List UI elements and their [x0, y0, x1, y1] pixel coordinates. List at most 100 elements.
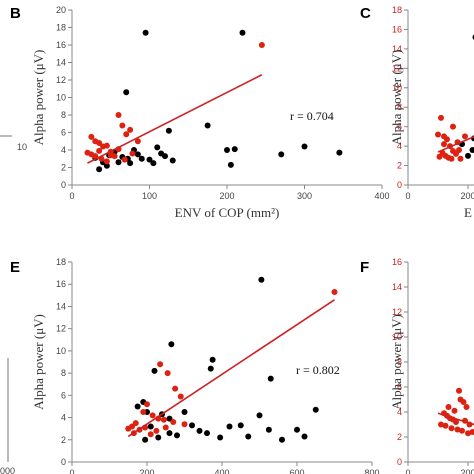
data-point-red [438, 421, 444, 428]
data-point-black [207, 365, 214, 372]
y-tick-label: 2 [397, 432, 402, 442]
data-point-red [127, 126, 134, 133]
data-point-black [189, 422, 195, 429]
data-point-red [123, 131, 130, 138]
data-point-black [204, 430, 210, 437]
x-tick-label: 0 [405, 191, 410, 201]
data-point-red [457, 155, 464, 162]
y-tick-label: 0 [61, 457, 66, 467]
data-point-black [237, 422, 244, 429]
data-point-red [147, 431, 154, 438]
y-tick-label: 16 [392, 257, 402, 267]
data-point-black [134, 151, 141, 158]
y-tick-label: 6 [397, 122, 402, 132]
data-point-red [125, 425, 132, 432]
y-tick-label: 4 [61, 413, 66, 423]
y-tick-label: 8 [397, 357, 402, 367]
data-point-red [162, 424, 169, 431]
data-point-black [301, 143, 308, 150]
data-point-black [312, 406, 319, 413]
y-tick-label: 12 [56, 75, 66, 85]
data-point-red [181, 421, 188, 428]
data-point-red [454, 426, 461, 433]
y-tick-label: 6 [61, 390, 66, 400]
cropped-left-panel-top: 10 [0, 135, 27, 152]
y-tick-label: 18 [56, 257, 66, 267]
data-point-black [174, 432, 180, 439]
data-point-red [459, 427, 465, 434]
data-point-red [119, 122, 126, 129]
data-point-black [231, 146, 238, 153]
y-tick-label: 4 [397, 141, 402, 151]
data-point-black [294, 426, 300, 433]
data-point-red [445, 404, 452, 410]
y-tick-label: 16 [56, 279, 66, 289]
data-point-black [150, 160, 157, 167]
data-point-black [336, 149, 343, 156]
data-point-black [265, 426, 272, 433]
data-point-black [151, 367, 158, 374]
data-point-black [217, 434, 224, 441]
regression-line [437, 135, 474, 153]
data-point-black [96, 166, 103, 173]
panel-letter: E [10, 259, 20, 276]
data-point-red [460, 399, 467, 405]
data-point-black [278, 151, 285, 158]
data-point-red [436, 153, 443, 160]
plot-area [435, 34, 474, 162]
x-axis-label: E [464, 205, 472, 220]
data-point-black [204, 122, 211, 129]
data-point-red [129, 150, 136, 157]
regression-line [87, 74, 263, 164]
y-tick-label: 0 [61, 180, 66, 190]
x-tick-label: 600 [289, 468, 304, 474]
y-tick-label: 18 [56, 23, 66, 33]
y-tick-label: 14 [392, 282, 402, 292]
x-tick-label: 200 [219, 191, 234, 201]
data-point-red [456, 387, 462, 394]
data-point-red [157, 361, 164, 368]
y-tick-label: 10 [56, 346, 66, 356]
data-point-red [140, 409, 147, 415]
x-tick-label: 200 [460, 468, 474, 474]
data-point-red [463, 404, 470, 410]
data-point-red [438, 114, 444, 121]
y-tick-label: 4 [397, 407, 402, 417]
data-point-black [162, 153, 168, 160]
regression-line [437, 412, 474, 426]
x-tick-label: 800 [364, 468, 379, 474]
y-tick-label: 8 [61, 368, 66, 378]
cropped-left-panel-bottom: 000 [0, 358, 15, 474]
y-tick-label: 20 [56, 5, 66, 15]
data-point-red [444, 136, 450, 143]
data-point-red [462, 133, 468, 140]
data-point-black [115, 159, 122, 166]
data-point-black [256, 412, 263, 419]
panel-letter: C [360, 5, 371, 22]
data-point-red [450, 123, 456, 130]
panel-letter: B [10, 5, 21, 22]
y-tick-label: 12 [392, 307, 402, 317]
data-point-red [448, 425, 455, 432]
y-tick-label: 10 [56, 93, 66, 103]
y-tick-label: 0 [397, 180, 402, 190]
x-tick-label: 400 [374, 191, 389, 201]
data-point-red [103, 158, 110, 165]
y-axis-label: Alpha power (μV) [31, 50, 46, 146]
data-point-black [301, 433, 308, 440]
y-tick-label: 12 [392, 63, 402, 73]
y-tick-label: 2 [61, 163, 66, 173]
data-point-black [169, 157, 176, 164]
data-point-red [450, 147, 456, 154]
data-point-red [451, 407, 458, 414]
y-tick-label: 12 [56, 324, 66, 334]
panel-c: C 0 2 4 6 8 10 12 14 16 18 0 200 Alpha power (μV) E [360, 5, 474, 220]
data-point-red [258, 42, 265, 48]
data-point-black [165, 127, 172, 134]
y-axis-label: Alpha power (μV) [389, 50, 404, 146]
data-point-red [160, 416, 167, 423]
y-tick-label: 2 [61, 435, 66, 445]
data-point-black [279, 436, 285, 443]
y-tick-label: 8 [61, 110, 66, 120]
